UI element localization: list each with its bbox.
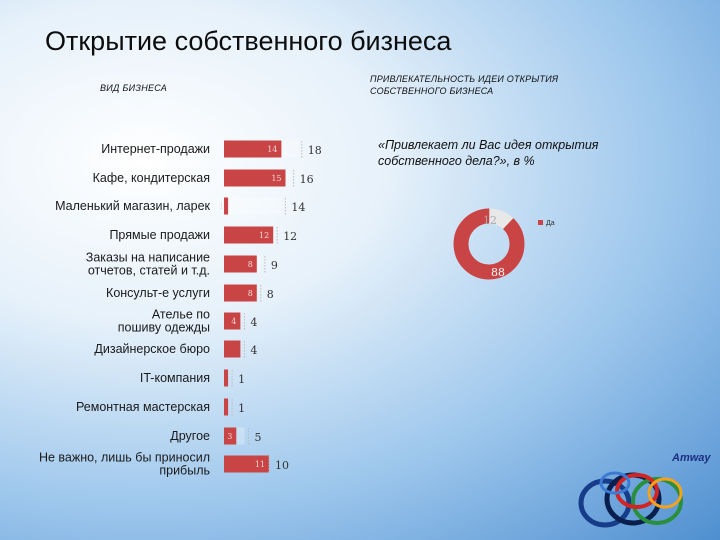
bar-outer-value: 12 <box>283 230 297 243</box>
bar <box>224 284 257 302</box>
category-label: Дизайнерское бюро <box>94 342 210 356</box>
bar-outer-value: 16 <box>300 173 314 186</box>
category-label: Консульт-е услуги <box>106 286 210 300</box>
bar-outer-value: 18 <box>308 144 322 157</box>
bar <box>224 197 229 215</box>
category-label: IT-компания <box>140 371 210 385</box>
category-label: Не важно, лишь бы приносил <box>39 451 210 465</box>
bar-inner-value: 1 <box>219 202 224 211</box>
category-label: Кафе, кондитерская <box>93 171 210 185</box>
bar <box>224 427 237 445</box>
category-label: Ателье по <box>152 308 210 322</box>
category-label: прибыль <box>159 464 210 478</box>
bar-inner-value: 11 <box>255 460 265 469</box>
legend-label: Да <box>546 220 555 227</box>
bar <box>224 255 257 273</box>
bar-outer-value: 4 <box>250 316 257 329</box>
category-label: Ремонтная мастерская <box>76 400 210 414</box>
survey-question: «Привлекает ли Вас идея открытия собстве… <box>378 138 599 168</box>
slide-title: Открытие собственного бизнеса <box>45 26 452 56</box>
bar <box>224 340 241 358</box>
bar-outer-value: 1 <box>238 402 245 415</box>
bar-inner-value: 15 <box>271 174 281 183</box>
bar-inner-value: 8 <box>248 260 253 269</box>
category-label: Заказы на написание <box>86 251 210 265</box>
bar <box>224 398 229 416</box>
bar <box>224 169 286 187</box>
category-label: пошиву одежды <box>118 321 210 335</box>
business-type-header: ВИД БИЗНЕСА <box>100 83 168 93</box>
pie-value-minor: 12 <box>483 214 497 227</box>
category-label: Интернет-продажи <box>101 142 210 156</box>
brand-label: Amway <box>672 452 711 464</box>
bar-outer-value: 10 <box>275 459 289 472</box>
bar <box>224 312 241 330</box>
bar-inner-value: 4 <box>231 317 236 326</box>
category-label: Прямые продажи <box>109 228 210 242</box>
bar-inner-value: 8 <box>248 289 253 298</box>
bar-outer-value: 5 <box>255 431 262 444</box>
legend-swatch <box>538 220 543 225</box>
pie-legend: Да <box>538 220 555 227</box>
pie-slice-yes <box>453 208 525 280</box>
amway-rings-logo <box>578 471 683 528</box>
bar-inner-value: 14 <box>267 145 277 154</box>
bar <box>224 140 282 158</box>
category-label: Другое <box>170 429 210 443</box>
category-label: Маленький магазин, ларек <box>55 199 210 213</box>
pie-value-major: 88 <box>491 266 505 279</box>
bar-outer-value: 9 <box>271 259 278 272</box>
bar-outer-track <box>224 197 282 215</box>
bar-outer-value: 14 <box>291 201 305 214</box>
attractiveness-header: ПРИВЛЕКАТЕЛЬНОСТЬ ИДЕИ ОТКРЫТИЯ СОБСТВЕН… <box>370 74 559 96</box>
bar-outer-value: 4 <box>250 344 257 357</box>
bar-outer-value: 8 <box>267 288 274 301</box>
bar <box>224 455 270 473</box>
category-label: отчетов, статей и т.д. <box>88 264 210 278</box>
bar <box>224 226 274 244</box>
bar-outer-value: 1 <box>238 373 245 386</box>
bar-inner-value: 3 <box>227 432 232 441</box>
bar <box>224 369 229 387</box>
bar-inner-value: 12 <box>259 231 269 240</box>
